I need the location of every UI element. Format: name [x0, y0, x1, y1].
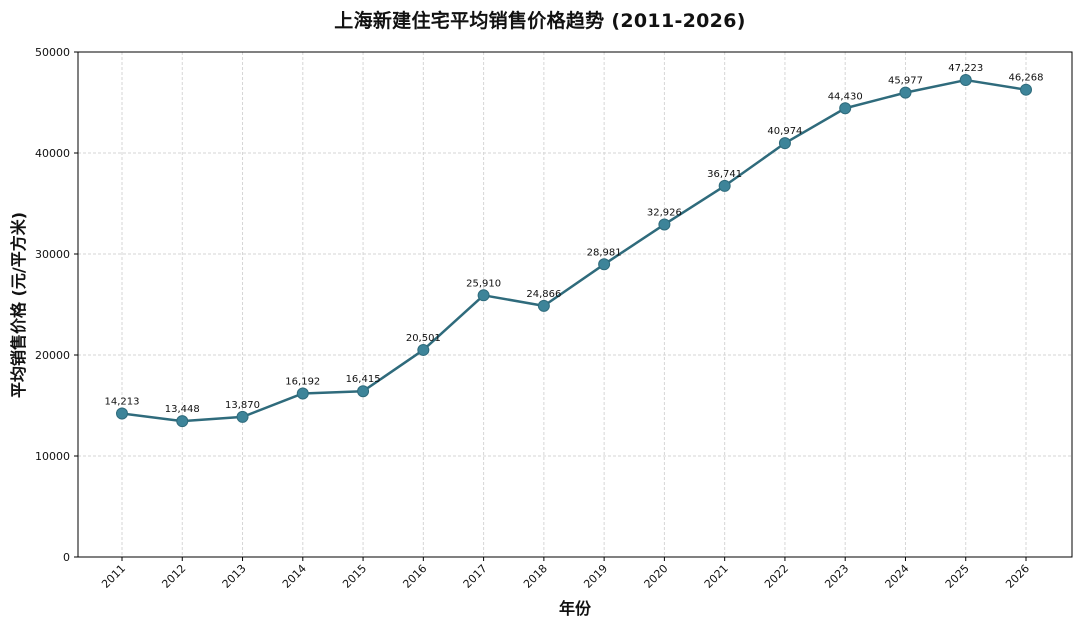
data-label: 46,268: [1009, 73, 1044, 84]
data-label: 44,430: [828, 91, 863, 102]
x-tick-label: 2022: [762, 562, 791, 591]
x-tick-label: 2026: [1003, 562, 1032, 591]
data-point: [778, 137, 791, 150]
x-tick-label: 2024: [883, 562, 912, 591]
y-tick-label: 20000: [35, 349, 70, 362]
x-tick-label: 2016: [400, 562, 429, 591]
data-label: 32,926: [647, 207, 682, 218]
plot-frame: [77, 51, 1073, 558]
data-label: 28,981: [587, 247, 622, 258]
x-axis-title: 年份: [559, 599, 592, 618]
data-point: [839, 102, 852, 115]
data-label: 47,223: [948, 63, 983, 74]
data-point: [176, 415, 189, 428]
chart-title: 上海新建住宅平均销售价格趋势 (2011-2026): [334, 10, 746, 32]
data-label: 24,866: [526, 289, 561, 300]
x-tick-label: 2023: [822, 562, 851, 591]
y-tick-label: 30000: [35, 248, 70, 261]
data-point: [899, 86, 912, 99]
x-tick-label: 2014: [280, 562, 309, 591]
data-point: [296, 387, 309, 400]
x-tick-label: 2017: [461, 562, 490, 591]
data-point: [658, 218, 671, 231]
grid-lines: [78, 52, 1072, 557]
x-tick-label: 2015: [340, 562, 369, 591]
data-point: [477, 289, 490, 302]
x-tick-label: 2025: [943, 562, 972, 591]
x-tick-label: 2012: [159, 562, 188, 591]
data-point: [357, 385, 370, 398]
x-tick-label: 2013: [220, 562, 249, 591]
data-point: [417, 343, 430, 356]
x-tick-label: 2020: [642, 562, 671, 591]
data-point: [537, 299, 550, 312]
y-tick-label: 0: [63, 551, 70, 564]
data-point: [598, 258, 611, 271]
data-point: [236, 410, 249, 423]
data-label: 16,192: [285, 376, 320, 387]
data-label: 36,741: [707, 169, 742, 180]
x-axis: 2011 2012 2013 2014 2015 2016 2017 2018 2019 2020…: [99, 557, 1032, 591]
y-tick-label: 10000: [35, 450, 70, 463]
data-label: 16,415: [346, 374, 381, 385]
data-label: 25,910: [466, 278, 501, 289]
x-tick-label: 2019: [581, 562, 610, 591]
data-point: [1020, 83, 1032, 96]
data-label: 13,870: [225, 400, 260, 411]
data-label: 40,974: [767, 126, 802, 137]
data-label: 14,213: [105, 396, 140, 407]
data-point: [718, 179, 731, 192]
data-label: 20,501: [406, 333, 441, 344]
y-axis: 0 10000 20000 30000 40000 50000: [35, 46, 78, 564]
data-label: 13,448: [165, 404, 200, 415]
x-tick-label: 2011: [99, 562, 128, 591]
data-point: [116, 407, 128, 420]
y-tick-label: 50000: [35, 46, 70, 59]
price-series: [116, 74, 1032, 428]
y-tick-label: 40000: [35, 147, 70, 160]
x-tick-label: 2018: [521, 562, 550, 591]
data-labels: 14,213 13,448 13,870 16,192 16,415 20,501 25,9…: [105, 63, 1044, 415]
data-label: 45,977: [888, 76, 923, 87]
data-point: [959, 74, 972, 87]
x-tick-label: 2021: [702, 562, 731, 591]
price-line: [121, 78, 1027, 423]
y-axis-title: 平均销售价格 (元/平方米): [9, 212, 28, 398]
